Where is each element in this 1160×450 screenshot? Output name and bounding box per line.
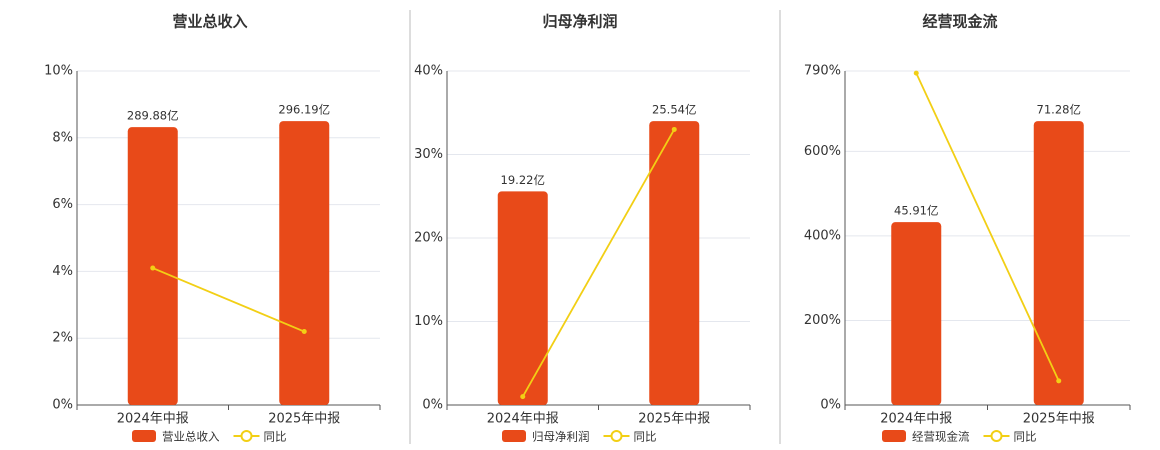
line xyxy=(915,72,1060,382)
legend-label: 经营现金流 xyxy=(912,430,970,444)
y-tick-label: 4% xyxy=(52,264,73,279)
x-tick-label: 2024年中报 xyxy=(487,412,559,427)
legend-swatch xyxy=(610,430,623,442)
point xyxy=(150,265,156,271)
x-tick-label: 2024年中报 xyxy=(880,412,952,427)
legend-label: 归母净利润 xyxy=(532,430,590,444)
point xyxy=(301,329,307,335)
chart-title: 经营现金流 xyxy=(922,13,997,31)
bar xyxy=(497,191,548,405)
value-label: 45.91亿 xyxy=(894,204,938,218)
chart-title: 归母净利润 xyxy=(542,13,617,31)
y-tick-label: 30% xyxy=(414,147,443,162)
y-tick-label: 2% xyxy=(52,331,73,346)
point xyxy=(520,394,526,400)
y-tick-label: 200% xyxy=(804,313,841,328)
y-tick-label: 0% xyxy=(422,398,443,413)
y-tick-label: 790% xyxy=(804,64,841,79)
x-tick-label: 2024年中报 xyxy=(117,412,189,427)
value-label: 71.28亿 xyxy=(1037,103,1081,117)
bar xyxy=(891,222,942,405)
y-tick-label: 0% xyxy=(52,398,73,413)
x-tick-label: 2025年中报 xyxy=(1023,412,1095,427)
legend-label: 同比 xyxy=(264,430,287,444)
y-tick-label: 400% xyxy=(804,228,841,243)
x-tick-label: 2025年中报 xyxy=(638,412,710,427)
line xyxy=(521,129,676,398)
y-tick-label: 20% xyxy=(414,231,443,246)
y-tick-label: 0% xyxy=(820,398,841,413)
value-label: 19.22亿 xyxy=(501,173,545,187)
y-tick-label: 8% xyxy=(52,130,73,145)
value-label: 289.88亿 xyxy=(127,109,179,123)
legend-swatch xyxy=(240,430,253,442)
point xyxy=(913,70,919,76)
bar xyxy=(1033,121,1084,405)
legend-swatch xyxy=(882,430,906,442)
point xyxy=(671,126,677,132)
y-tick-label: 10% xyxy=(414,314,443,329)
bar xyxy=(279,121,330,405)
y-tick-label: 6% xyxy=(52,197,73,212)
line xyxy=(152,267,305,333)
legend-swatch xyxy=(502,430,526,442)
y-tick-label: 10% xyxy=(44,64,73,79)
value-label: 296.19亿 xyxy=(278,103,330,117)
legend-swatch xyxy=(990,430,1003,442)
y-tick-label: 600% xyxy=(804,144,841,159)
legend-swatch xyxy=(132,430,156,442)
point xyxy=(1056,378,1062,384)
value-label: 25.54亿 xyxy=(652,103,696,117)
legend-label: 同比 xyxy=(634,430,657,444)
x-tick-label: 2025年中报 xyxy=(268,412,340,427)
chart-title: 营业总收入 xyxy=(172,13,247,31)
bar xyxy=(649,121,700,405)
y-tick-label: 40% xyxy=(414,64,443,79)
legend-label: 同比 xyxy=(1014,430,1037,444)
legend-label: 营业总收入 xyxy=(162,430,220,444)
